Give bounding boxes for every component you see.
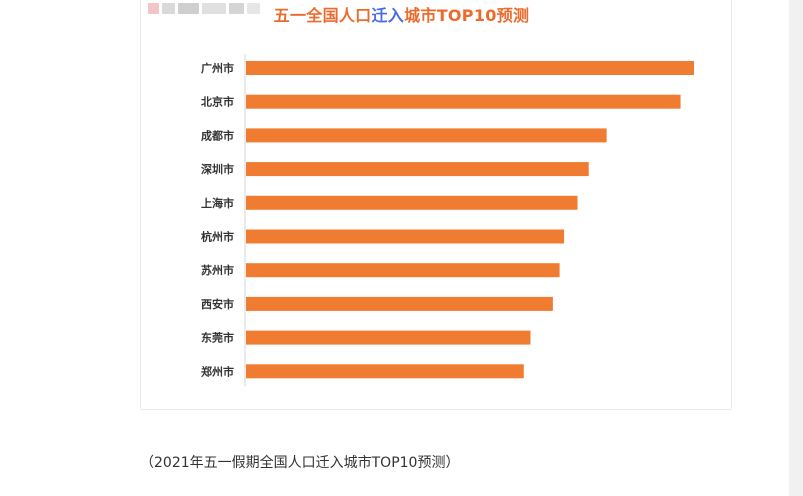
chart-title-part-1: 五一全国人口 [273,6,372,25]
logo-block [201,2,227,14]
blurred-logo [148,0,260,16]
logo-block [178,2,199,14]
category-label: 深圳市 [201,162,234,176]
bar-6 [246,229,565,244]
bar-10 [246,364,524,379]
chart-title: 五一全国人口迁入城市TOP10预测 [0,2,803,26]
category-label: 上海市 [201,196,234,210]
page-scrollbar[interactable] [789,0,803,496]
chart-title-part-3: 城市TOP10预测 [404,6,530,25]
logo-block [162,2,176,14]
bar-5 [246,195,578,210]
category-label: 东莞市 [201,331,234,345]
figure-caption: （2021年五一假期全国人口迁入城市TOP10预测） [140,455,460,471]
bar-2 [246,94,681,109]
category-label: 苏州市 [201,263,234,277]
bar-7 [246,263,560,278]
category-label: 西安市 [201,297,234,311]
bar-9 [246,330,531,345]
bar-8 [246,296,553,311]
category-label: 杭州市 [201,230,234,244]
logo-block [246,2,260,14]
chart-title-highlight: 迁入 [371,6,405,25]
category-label: 广州市 [201,61,234,75]
category-label: 郑州市 [201,364,234,378]
category-label: 成都市 [201,128,234,142]
bar-4 [246,162,589,177]
logo-block [148,2,160,14]
logo-block [229,2,244,14]
bar-1 [246,61,694,75]
bar-3 [246,128,607,143]
category-label: 北京市 [201,95,234,109]
